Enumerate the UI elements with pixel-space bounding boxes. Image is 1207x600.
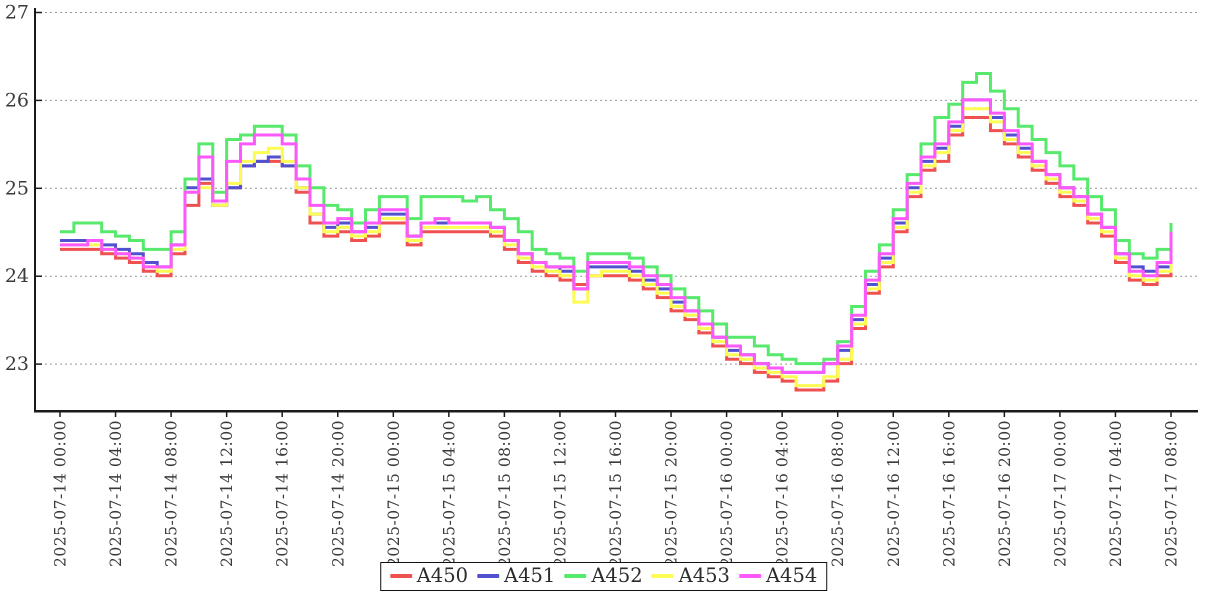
x-tick-label: 2025-07-15 04:00 <box>440 420 458 567</box>
x-tick-label: 2025-07-16 04:00 <box>774 420 792 567</box>
legend-item-A450[interactable]: A450 <box>389 564 469 587</box>
x-tick-label: 2025-07-15 12:00 <box>551 420 569 567</box>
y-tick-label: 24 <box>5 265 29 287</box>
legend: A450 A451 A452 A453 A454 <box>379 562 828 591</box>
x-tick-label: 2025-07-16 00:00 <box>718 420 736 567</box>
x-tick-label: 2025-07-16 12:00 <box>885 420 903 567</box>
x-tick-label: 2025-07-14 04:00 <box>107 420 125 567</box>
x-tick-label: 2025-07-17 04:00 <box>1107 420 1125 567</box>
x-tick-label: 2025-07-14 12:00 <box>218 420 236 567</box>
x-tick-label: 2025-07-15 08:00 <box>496 420 514 567</box>
legend-label: A451 <box>504 564 556 587</box>
x-tick-label: 2025-07-16 20:00 <box>996 420 1014 567</box>
y-tick-label: 23 <box>5 353 29 375</box>
x-tick-label: 2025-07-17 00:00 <box>1051 420 1069 567</box>
x-tick-label: 2025-07-15 16:00 <box>607 420 625 567</box>
legend-label: A454 <box>765 564 818 587</box>
x-tick-label: 2025-07-16 16:00 <box>940 420 958 567</box>
legend-swatch-A452 <box>564 573 587 578</box>
legend-label: A453 <box>678 564 730 587</box>
x-tick-label: 2025-07-17 08:00 <box>1163 420 1181 567</box>
x-tick-label: 2025-07-14 00:00 <box>52 420 70 567</box>
y-tick-label: 27 <box>5 2 29 24</box>
y-tick-label: 26 <box>5 89 29 111</box>
series-line-A454 <box>60 98 1173 374</box>
x-tick-label: 2025-07-15 20:00 <box>663 420 681 567</box>
legend-item-A453[interactable]: A453 <box>651 564 730 587</box>
legend-item-A454[interactable]: A454 <box>738 564 818 587</box>
legend-item-A451[interactable]: A451 <box>477 566 555 586</box>
legend-swatch-A453 <box>651 573 674 578</box>
x-tick-label: 2025-07-14 20:00 <box>329 420 347 567</box>
x-tick-label: 2025-07-14 16:00 <box>274 420 292 567</box>
legend-swatch-A450 <box>389 573 412 578</box>
y-tick-label: 25 <box>5 177 29 199</box>
x-tick-label: 2025-07-16 08:00 <box>829 420 847 567</box>
legend-item-A452[interactable]: A452 <box>564 564 643 587</box>
legend-label: A452 <box>591 564 643 587</box>
legend-swatch-A451 <box>477 573 500 578</box>
x-tick-label: 2025-07-15 00:00 <box>385 420 403 567</box>
legend-label: A450 <box>416 564 469 587</box>
x-tick-label: 2025-07-14 08:00 <box>163 420 181 567</box>
legend-swatch-A454 <box>738 573 761 578</box>
